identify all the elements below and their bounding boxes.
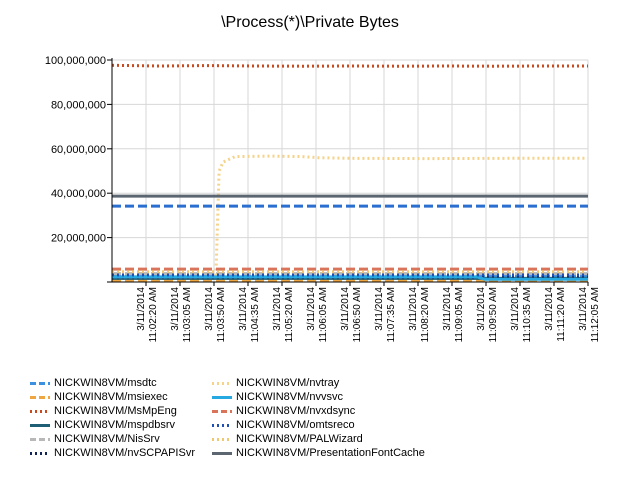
legend-item: NICKWIN8VM/PresentationFontCache [212,446,425,460]
legend-label: NICKWIN8VM/nvtray [236,377,340,389]
x-tick-time: 11:12:05 AM [590,287,601,342]
legend-swatch [30,381,50,385]
x-tick-label: 3/11/2014 11:09:50 AM [476,287,499,343]
y-tick-label: 20,000,000 [51,233,106,245]
legend-swatch [212,381,232,385]
y-tick-label: 60,000,000 [51,144,106,156]
x-tick-date: 3/11/2014 [374,287,385,331]
legend-label: NICKWIN8VM/PresentationFontCache [236,447,425,459]
x-tick-date: 3/11/2014 [340,287,351,331]
x-tick-time: 11:02:20 AM [148,287,159,342]
x-tick-date: 3/11/2014 [544,287,555,331]
legend-column-left: NICKWIN8VM/msdtc NICKWIN8VM/msiexec NICKWI… [30,376,195,460]
x-tick-date: 3/11/2014 [578,287,589,331]
legend-swatch [30,395,50,399]
legend-swatch [30,437,50,441]
legend-column-right: NICKWIN8VM/nvtray NICKWIN8VM/nvvsvc NICKWI… [212,376,425,460]
y-tick-label: 40,000,000 [51,188,106,200]
legend-item: NICKWIN8VM/MsMpEng [30,404,195,418]
legend-swatch [212,451,232,455]
x-tick-time: 11:07:35 AM [386,287,397,342]
x-tick-label: 3/11/2014 11:03:50 AM [204,287,227,343]
legend-item: NICKWIN8VM/msdtc [30,376,195,390]
legend-swatch [30,451,50,455]
x-tick-date: 3/11/2014 [170,287,181,331]
x-tick-label: 3/11/2014 11:05:20 AM [272,287,295,343]
x-tick-time: 11:05:20 AM [284,287,295,342]
x-tick-time: 11:10:35 AM [522,287,533,342]
legend-label: NICKWIN8VM/nvvsvc [236,391,343,403]
legend-label: NICKWIN8VM/nvSCPAPISvr [54,447,195,459]
legend-swatch [212,395,232,399]
chart-title: \Process(*)\Private Bytes [221,14,399,31]
legend-label: NICKWIN8VM/MsMpEng [54,405,177,417]
x-tick-date: 3/11/2014 [136,287,147,331]
series-line [112,275,588,281]
x-tick-label: 3/11/2014 11:11:20 AM [544,287,567,342]
x-tick-date: 3/11/2014 [476,287,487,331]
x-tick-label: 3/11/2014 11:04:35 AM [238,287,261,343]
legend-item: NICKWIN8VM/PALWizard [212,432,425,446]
x-tick-date: 3/11/2014 [442,287,453,331]
legend-swatch [30,423,50,427]
series-line [112,154,588,279]
legend-label: NICKWIN8VM/PALWizard [236,433,363,445]
legend-item: NICKWIN8VM/nvvsvc [212,390,425,404]
x-tick-time: 11:06:05 AM [318,287,329,342]
x-tick-time: 11:03:50 AM [216,287,227,342]
legend-swatch [212,409,232,413]
x-tick-time: 11:09:50 AM [488,287,499,342]
x-tick-date: 3/11/2014 [272,287,283,331]
x-tick-label: 3/11/2014 11:03:05 AM [170,287,193,343]
legend-item: NICKWIN8VM/nvtray [212,376,425,390]
legend-swatch [212,423,232,427]
legend-label: NICKWIN8VM/msiexec [54,391,168,403]
x-tick-label: 3/11/2014 11:06:05 AM [306,287,329,343]
x-tick-time: 11:11:20 AM [556,287,567,342]
x-tick-date: 3/11/2014 [510,287,521,331]
x-tick-time: 11:09:05 AM [454,287,465,342]
x-tick-date: 3/11/2014 [204,287,215,331]
x-tick-label: 3/11/2014 11:12:05 AM [578,287,601,343]
x-tick-label: 3/11/2014 11:02:20 AM [136,287,159,343]
legend-item: NICKWIN8VM/mspdbsrv [30,418,195,432]
x-tick-date: 3/11/2014 [238,287,249,331]
y-tick-label: 80,000,000 [51,99,106,111]
x-tick-date: 3/11/2014 [306,287,317,331]
x-tick-time: 11:04:35 AM [250,287,261,342]
series-line [111,63,588,68]
legend-label: NICKWIN8VM/omtsreco [236,419,355,431]
legend-swatch [30,409,50,413]
y-tick-label: 100,000,000 [45,55,106,67]
legend-item: NICKWIN8VM/nvSCPAPISvr [30,446,195,460]
x-tick-time: 11:06:50 AM [352,287,363,342]
legend-label: NICKWIN8VM/mspdbsrv [54,419,176,431]
x-tick-label: 3/11/2014 11:06:50 AM [340,287,363,343]
x-tick-date: 3/11/2014 [408,287,419,331]
x-tick-time: 11:08:20 AM [420,287,431,342]
x-tick-label: 3/11/2014 11:10:35 AM [510,287,533,343]
x-tick-label: 3/11/2014 11:07:35 AM [374,287,397,343]
x-tick-label: 3/11/2014 11:08:20 AM [408,287,431,343]
legend-item: NICKWIN8VM/omtsreco [212,418,425,432]
legend-label: NICKWIN8VM/NisSrv [54,433,160,445]
x-tick-label: 3/11/2014 11:09:05 AM [442,287,465,343]
legend-label: NICKWIN8VM/nvxdsync [236,405,356,417]
legend-item: NICKWIN8VM/msiexec [30,390,195,404]
legend-label: NICKWIN8VM/msdtc [54,377,157,389]
x-tick-time: 11:03:05 AM [182,287,193,342]
legend-item: NICKWIN8VM/nvxdsync [212,404,425,418]
legend-swatch [212,437,232,441]
legend-item: NICKWIN8VM/NisSrv [30,432,195,446]
